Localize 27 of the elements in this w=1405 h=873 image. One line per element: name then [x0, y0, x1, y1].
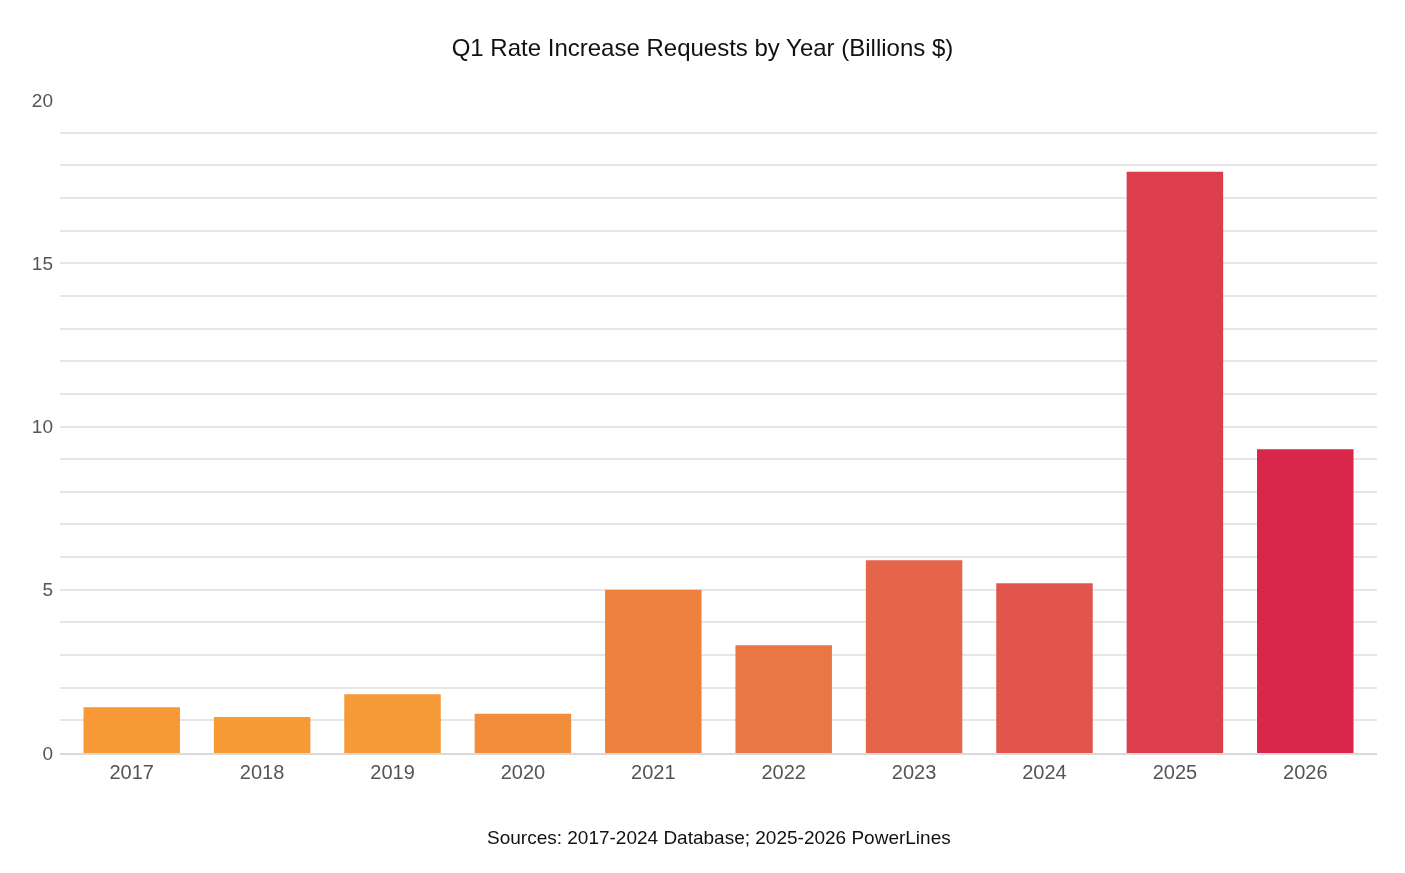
y-tick-label: 0 [42, 742, 53, 764]
x-tick-label: 2019 [370, 761, 415, 783]
bar [1126, 171, 1224, 753]
x-tick-label: 2024 [1022, 761, 1067, 783]
bar [735, 645, 832, 753]
bar [213, 717, 311, 753]
bar [865, 560, 963, 753]
x-tick-label: 2017 [109, 761, 154, 783]
bar [1257, 449, 1354, 753]
bar [605, 589, 702, 753]
x-tick-label: 2018 [239, 761, 285, 783]
x-tick-label: 2023 [891, 761, 937, 783]
bar [474, 713, 572, 753]
bar [83, 707, 180, 753]
x-tick-label: 2022 [761, 761, 806, 783]
chart-title: Q1 Rate Increase Requests by Year (Billions $) [451, 34, 954, 62]
bar [996, 583, 1093, 753]
source-note: Sources: 2017-2024 Database; 2025-2026 PowerLines [487, 827, 951, 848]
y-tick-label: 15 [31, 252, 53, 274]
y-tick-label: 5 [42, 579, 53, 601]
y-tick-label: 10 [31, 416, 53, 438]
x-tick-label: 2020 [500, 761, 546, 783]
y-tick-label: 20 [31, 89, 53, 111]
x-tick-label: 2021 [631, 761, 676, 783]
x-tick-label: 2026 [1283, 761, 1328, 783]
bar [344, 694, 441, 753]
x-tick-label: 2025 [1152, 761, 1198, 783]
